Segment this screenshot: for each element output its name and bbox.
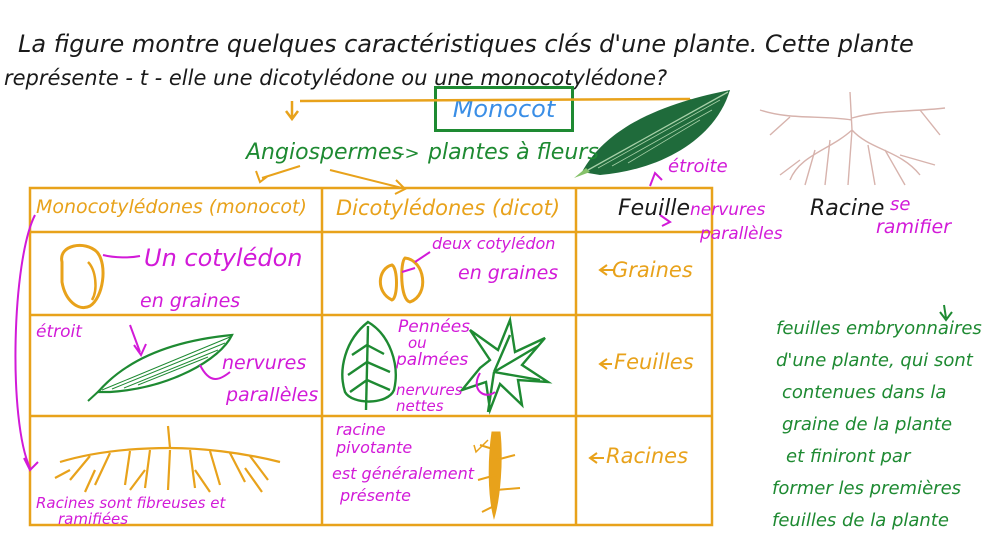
arrow-monocot-to-roots (14, 214, 39, 472)
side-note-line-7: feuilles de la plante (772, 510, 949, 531)
table-grid (28, 186, 714, 527)
dicot-root-label-4: présente (340, 486, 412, 505)
arrow-to-dicot-header (329, 169, 407, 195)
flowering-plants-label: plantes à fleurs (428, 140, 599, 165)
dicot-root-label: racine (336, 420, 386, 439)
monocot-leaf-narrow-label: étroit (36, 322, 82, 342)
monocot-root-label-2: ramifiées (58, 510, 129, 528)
root-note-label: se (890, 194, 911, 215)
monocot-root-label: Racines sont fibreuses et (36, 494, 226, 512)
question-line-1: La figure montre quelques caractéristiqu… (18, 30, 914, 58)
dicot-root-label-2: pivotante (336, 438, 413, 457)
monocot-seed-label-2: en graines (140, 290, 241, 312)
dicot-leaf-veins-label: nervures (396, 381, 463, 399)
row-label-roots: Racines (606, 444, 689, 468)
side-note-line-5: et finiront par (786, 446, 911, 467)
row-label-leaves: Feuilles (614, 350, 694, 374)
leaf-narrow-label: étroite (668, 156, 728, 177)
side-note-line-2: d'une plante, qui sont (776, 350, 973, 371)
leaf-illustration (574, 90, 730, 178)
angiosperms-label: Angiospermes (246, 140, 403, 165)
monocot-leaf-veins-label-2: parallèles (226, 384, 319, 406)
monocot-seed-drawing (60, 243, 141, 309)
row-label-seeds: Graines (612, 258, 693, 282)
side-note-line-4: graine de la plante (782, 414, 953, 435)
dicot-leaf-type-label-2: ou (408, 334, 427, 352)
monocot-leaf-drawing (87, 324, 234, 402)
dicot-leaf-veins-label-2: nettes (396, 397, 444, 415)
arrow-to-monocot-header (255, 165, 301, 184)
header-dicot: Dicotylédones (dicot) (336, 196, 561, 220)
dicot-seed-label: deux cotylédon (432, 234, 556, 253)
dicot-leaf-type-label: Pennées (398, 317, 471, 337)
dicot-seed-drawing (378, 251, 431, 304)
dicot-leaf-palmate-drawing (458, 315, 553, 415)
flow-arrow: -> (398, 143, 420, 164)
side-note-line-3: contenues dans la (782, 382, 947, 403)
dicot-taproot-drawing (473, 431, 521, 520)
monocot-fibrous-roots-drawing (54, 425, 281, 493)
leaf-veins-label-2: parallèles (700, 224, 783, 244)
root-label: Racine (810, 196, 885, 221)
arrow-racines (588, 452, 604, 464)
side-note-line-1: feuilles embryonnaires (776, 318, 982, 339)
arrow-side-note (939, 304, 953, 322)
arrow-graines (598, 264, 614, 276)
dicot-leaf-pinnate-drawing (341, 320, 397, 411)
monocot-seed-label: Un cotylédon (144, 244, 303, 272)
dicot-leaf-type-label-3: palmées (396, 350, 469, 370)
arrow-leaf-veins (659, 214, 672, 227)
question-underline (299, 97, 691, 103)
arrow-leaf-narrow (649, 171, 663, 187)
leaf-label: Feuille (618, 196, 691, 221)
root-illustration (759, 91, 946, 186)
monocot-leaf-veins-label: nervures (222, 352, 307, 374)
side-note-line-6: former les premières (772, 478, 962, 499)
leaf-veins-label: nervures (690, 200, 766, 220)
arrow-to-angiosperms (285, 101, 299, 122)
root-note-label-2: ramifier (876, 216, 952, 238)
dicot-seed-label-2: en graines (458, 262, 559, 284)
header-monocot: Monocotylédones (monocot) (36, 196, 307, 218)
arrow-feuilles (598, 358, 612, 370)
dicot-root-label-3: est généralement (332, 464, 475, 483)
